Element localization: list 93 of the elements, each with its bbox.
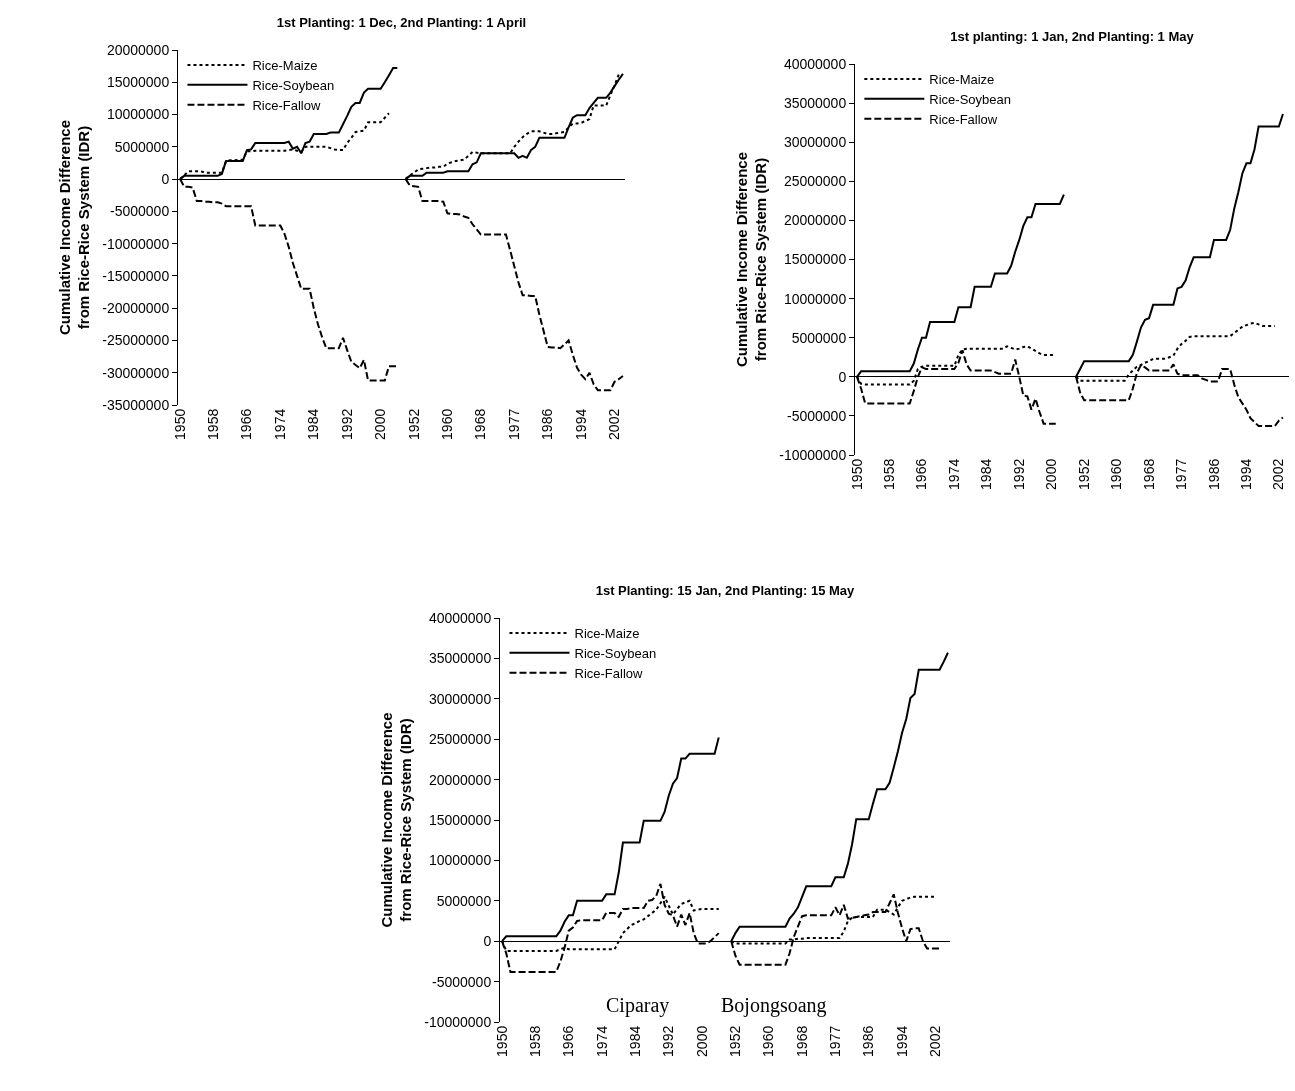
- legend-label: Rice-Fallow: [574, 665, 644, 681]
- y-tick-label: 5000000: [436, 892, 492, 909]
- chart-title: 1st Planting: 15 Jan, 2nd Planting: 15 May: [595, 582, 856, 598]
- x-tick-label: 1966: [560, 1025, 577, 1057]
- y-tick-label: -10000000: [779, 446, 847, 463]
- y-tick-label: 10000000: [106, 106, 170, 123]
- x-tick-label: 1968: [1140, 458, 1157, 490]
- y-tick-label: 15000000: [106, 74, 170, 91]
- y-tick-label: -30000000: [102, 364, 170, 381]
- x-tick-label: 1994: [893, 1025, 910, 1057]
- y-tick-label: 20000000: [106, 41, 170, 58]
- y-tick-label: 0: [483, 933, 492, 950]
- x-tick-label: 1960: [760, 1025, 777, 1057]
- y-axis-title: Cumulative Income Difference from Rice-Rice System (IDR): [56, 119, 93, 336]
- legend-label: Rice-Maize: [252, 58, 318, 74]
- legend-label: Rice-Soybean: [252, 77, 335, 93]
- y-tick-label: -5000000: [110, 203, 170, 220]
- x-tick-label: 1977: [505, 408, 522, 440]
- x-tick-label: 1960: [1108, 458, 1125, 490]
- x-tick-label: 1986: [1205, 458, 1222, 490]
- y-tick-label: -25000000: [102, 332, 170, 349]
- y-tick-label: 35000000: [783, 95, 847, 111]
- legend-label: Rice-Soybean: [574, 645, 657, 661]
- y-tick-label: 40000000: [428, 609, 492, 626]
- x-tick-label: 1992: [660, 1025, 677, 1057]
- x-tick-label: 1994: [1237, 458, 1254, 490]
- x-tick-label: 2002: [926, 1025, 943, 1057]
- x-tick-label: 1992: [338, 408, 355, 440]
- x-tick-label: 1958: [205, 408, 222, 440]
- y-tick-label: -20000000: [102, 300, 170, 317]
- y-tick-label: -10000000: [102, 235, 170, 252]
- chart-title: 1st planting: 1 Jan, 2nd Planting: 1 May: [950, 28, 1195, 44]
- x-tick-label: 1986: [860, 1025, 877, 1057]
- y-tick-label: -10000000: [424, 1013, 492, 1030]
- y-tick-label: 30000000: [783, 134, 847, 151]
- x-tick-label: 2002: [606, 408, 623, 440]
- x-tick-label: 1966: [913, 458, 930, 490]
- y-axis-title: Cumulative Income Difference from Rice-Rice System (IDR): [733, 151, 770, 368]
- x-tick-label: 1950: [493, 1025, 510, 1057]
- x-tick-label: 1966: [238, 408, 255, 440]
- x-tick-label: 1984: [305, 408, 322, 440]
- x-tick-label: 1952: [405, 408, 422, 440]
- y-tick-label: 30000000: [428, 690, 492, 707]
- y-axis-title: Cumulative Income Difference from Rice-Rice System (IDR): [378, 712, 415, 928]
- legend-label: Rice-Maize: [929, 72, 995, 88]
- chart-title: 1st Planting: 1 Dec, 2nd Planting: 1 April: [276, 14, 527, 30]
- annotation: Bojongsoang: [721, 994, 827, 1017]
- y-tick-label: -5000000: [787, 407, 847, 424]
- legend-label: Rice-Soybean: [929, 91, 1011, 107]
- y-tick-label: 15000000: [783, 251, 847, 268]
- y-tick-label: 40000000: [783, 55, 847, 72]
- y-tick-label: -5000000: [432, 973, 492, 990]
- y-tick-label: 5000000: [114, 138, 170, 155]
- x-tick-label: 1950: [171, 408, 188, 440]
- y-tick-label: 5000000: [791, 329, 847, 346]
- legend-label: Rice-Fallow: [252, 97, 321, 113]
- legend-label: Rice-Maize: [574, 626, 640, 642]
- x-tick-label: 1968: [472, 408, 489, 440]
- x-tick-label: 1977: [1173, 458, 1190, 490]
- y-tick-label: 35000000: [428, 650, 492, 667]
- y-tick-label: 25000000: [783, 173, 847, 190]
- x-tick-label: 1960: [439, 408, 455, 440]
- y-tick-label: -15000000: [102, 267, 170, 284]
- x-tick-label: 2000: [693, 1025, 710, 1057]
- x-tick-label: 1974: [945, 458, 962, 490]
- x-tick-label: 1994: [572, 408, 589, 440]
- x-tick-label: 1952: [1075, 458, 1092, 490]
- x-tick-label: 1974: [271, 408, 288, 440]
- x-tick-label: 2000: [372, 408, 389, 440]
- y-tick-label: 0: [161, 170, 170, 187]
- y-tick-label: 20000000: [783, 212, 847, 229]
- y-tick-label: 20000000: [428, 771, 492, 788]
- x-tick-label: 1974: [593, 1025, 610, 1057]
- x-tick-label: 1968: [793, 1025, 810, 1057]
- y-tick-label: 25000000: [428, 731, 492, 748]
- x-tick-label: 1958: [526, 1025, 543, 1057]
- y-tick-label: 0: [838, 368, 847, 385]
- y-tick-label: 15000000: [428, 811, 492, 828]
- y-tick-label: -35000000: [102, 396, 170, 413]
- x-tick-label: 1992: [1010, 458, 1027, 490]
- x-tick-label: 1950: [848, 458, 865, 490]
- annotation: Ciparay: [606, 994, 670, 1017]
- legend-label: Rice-Fallow: [929, 111, 998, 127]
- x-tick-label: 1984: [626, 1025, 643, 1057]
- x-tick-label: 2000: [1043, 458, 1060, 490]
- x-tick-label: 1986: [539, 408, 556, 440]
- x-tick-label: 1958: [881, 458, 898, 490]
- x-tick-label: 2002: [1270, 458, 1287, 490]
- x-tick-label: 1977: [826, 1025, 843, 1057]
- y-tick-label: 10000000: [783, 290, 847, 307]
- x-tick-label: 1952: [726, 1025, 743, 1057]
- x-tick-label: 1984: [978, 458, 995, 490]
- y-tick-label: 10000000: [428, 852, 492, 869]
